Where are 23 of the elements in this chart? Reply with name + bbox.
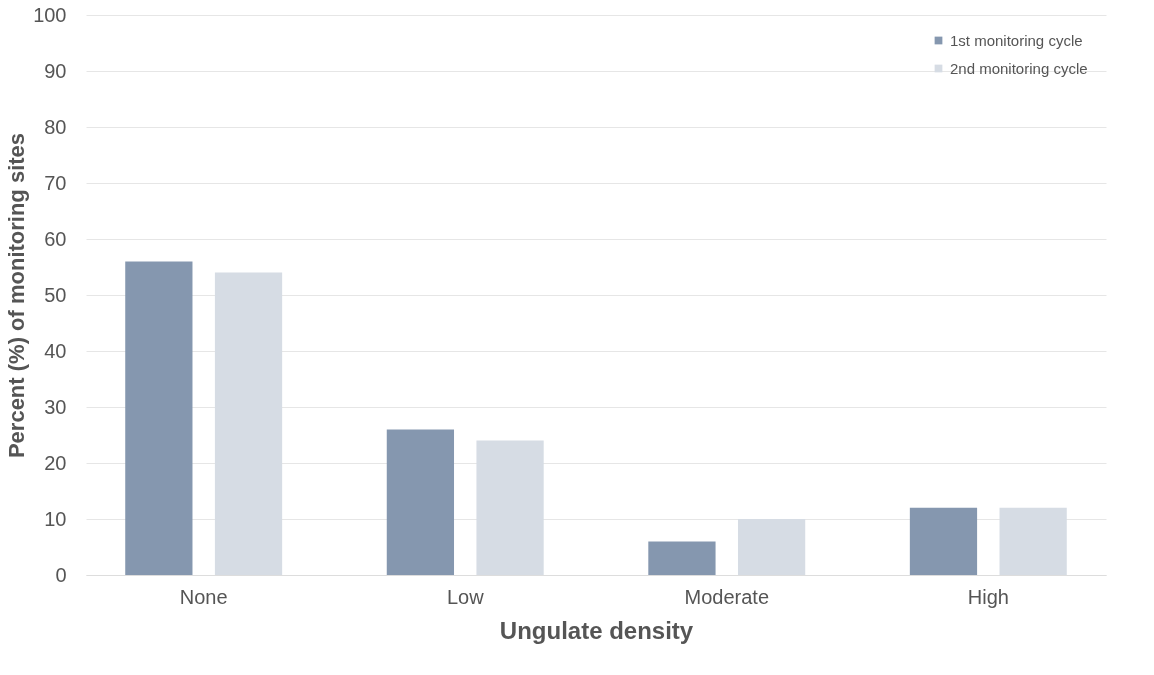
y-tick-label: 10 [44, 507, 67, 530]
x-axis-title: Ungulate density [499, 616, 694, 644]
x-tick-label: Low [446, 585, 485, 608]
legend-label: 1st monitoring cycle [950, 31, 1083, 49]
y-axis-title: Percent (%) of monitoring sites [4, 132, 30, 459]
legend-label: 2nd monitoring cycle [950, 59, 1088, 77]
x-tick-label: High [967, 585, 1009, 608]
y-tick-label: 50 [44, 283, 67, 306]
y-tick-label: 0 [55, 563, 67, 586]
y-tick-label: 80 [44, 115, 67, 138]
y-tick-label: 100 [33, 3, 67, 26]
bar [909, 507, 978, 575]
y-tick-label: 70 [44, 171, 67, 194]
y-tick-label: 40 [44, 339, 67, 362]
y-tick-label: 30 [44, 395, 67, 418]
y-tick-label: 60 [44, 227, 67, 250]
x-tick-label: None [179, 585, 228, 608]
bar [125, 261, 193, 575]
y-tick-label: 90 [44, 59, 67, 82]
bar [386, 429, 455, 575]
y-tick-label: 20 [44, 451, 67, 474]
x-tick-label: Moderate [684, 585, 770, 608]
bar [648, 541, 716, 575]
